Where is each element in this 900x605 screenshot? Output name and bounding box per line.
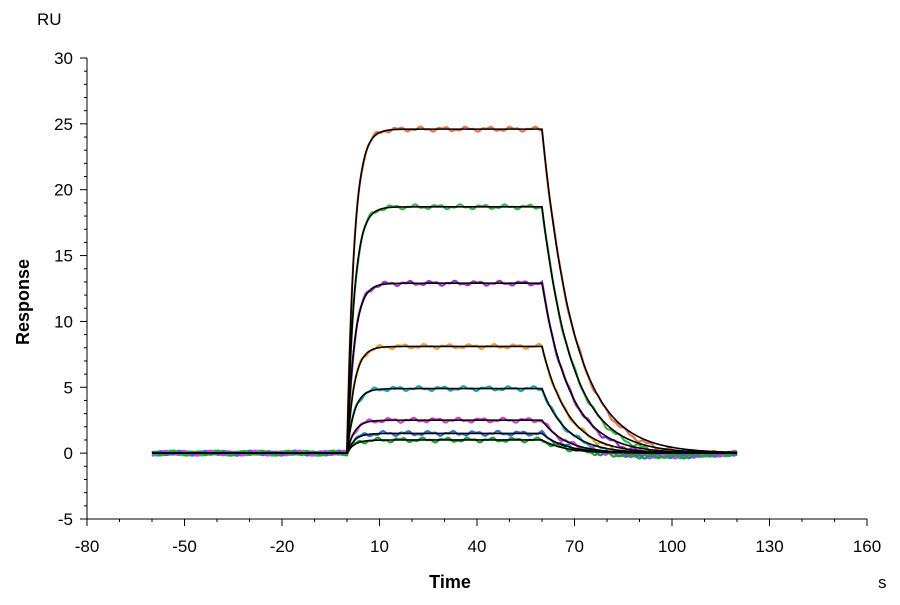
x-tick-label: 70 [565,537,584,556]
x-tick-label: 100 [658,537,686,556]
y-unit-label: RU [37,10,62,29]
y-tick-label: 5 [64,378,73,397]
x-tick-label: -80 [75,537,100,556]
y-tick-label: 30 [54,49,73,68]
fit-curve-3 [152,282,738,454]
x-tick-label: 40 [468,537,487,556]
y-tick-label: 20 [54,181,73,200]
data-series-3 [151,279,738,459]
fit-curve-8 [152,439,737,454]
x-tick-label: -20 [270,537,295,556]
y-tick-label: 0 [64,444,73,463]
data-series-1 [151,125,738,457]
y-tick-label: -5 [58,510,73,529]
fit-curves [152,128,738,454]
y-axis-title: Response [13,259,33,345]
x-tick-label: -50 [172,537,197,556]
x-tick-label: 160 [853,537,881,556]
fit-curve-2 [152,206,738,454]
x-unit-label: s [878,573,887,592]
fit-curve-6 [152,419,737,454]
y-tick-label: 10 [54,312,73,331]
fit-curve-1 [152,128,738,454]
x-axis-title: Time [429,572,471,592]
plot-area [151,125,738,460]
data-series-2 [151,203,738,458]
x-tick-label: 10 [370,537,389,556]
y-tick-label: 25 [54,115,73,134]
fit-curve-4 [152,345,738,454]
x-tick-label: 130 [755,537,783,556]
y-tick-label: 15 [54,247,73,266]
